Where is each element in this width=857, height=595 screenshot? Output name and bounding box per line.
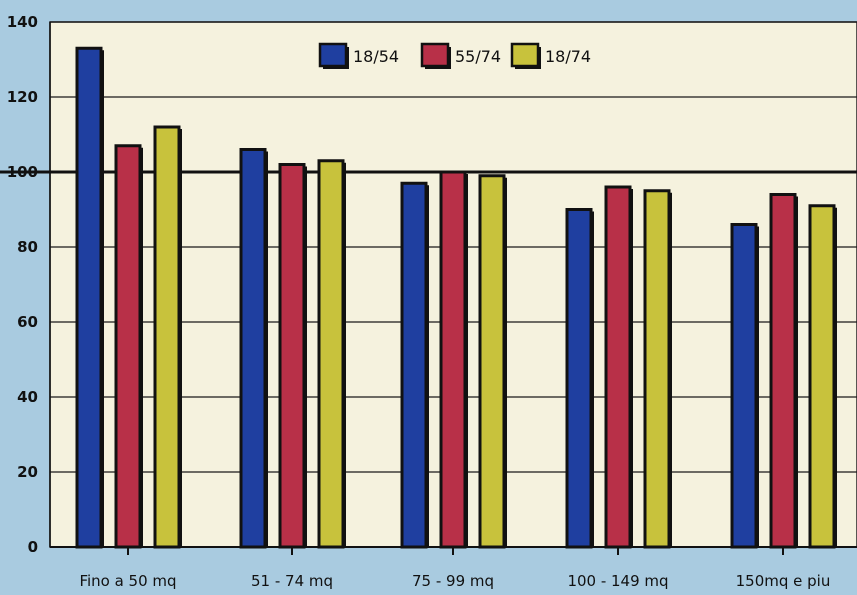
y-tick-label: 0	[28, 538, 38, 556]
bar-2-3	[439, 170, 467, 549]
y-tick-label: 120	[7, 88, 38, 106]
x-axis: Fino a 50 mq 51 - 74 mq 75 - 99 mq 100 - 14…	[79, 547, 830, 590]
x-tick-label: 150mq e piu	[736, 572, 831, 590]
bar-2-2	[278, 163, 306, 549]
y-tick-label: 140	[7, 13, 38, 31]
legend-label-3: 18/74	[545, 47, 591, 66]
y-tick-label: 20	[17, 463, 38, 481]
y-tick-label: 80	[17, 238, 38, 256]
bar-3-1	[153, 125, 181, 549]
bars	[75, 46, 837, 549]
bar-2-4	[604, 185, 632, 549]
y-tick-label: 60	[17, 313, 38, 331]
bar-3-3	[478, 174, 506, 549]
bar-2-1	[114, 144, 142, 549]
y-tick-label: 40	[17, 388, 38, 406]
bar-3-4	[643, 189, 671, 549]
bar-1-3	[400, 181, 428, 549]
bar-1-4	[565, 208, 593, 549]
bar-2-5	[769, 193, 797, 549]
y-tick-label: 100	[7, 163, 38, 181]
x-tick-label: 51 - 74 mq	[251, 572, 333, 590]
legend-swatch-3	[510, 42, 540, 68]
bar-1-1	[75, 46, 103, 549]
legend-swatch-1	[318, 42, 348, 68]
legend-label-1: 18/54	[353, 47, 399, 66]
legend: 18/54 55/74 18/74	[318, 42, 591, 69]
bar-3-5	[808, 204, 836, 549]
y-axis: 0 20 40 60 80 100 120 140	[7, 13, 38, 556]
legend-label-2: 55/74	[455, 47, 501, 66]
x-tick-label: 75 - 99 mq	[412, 572, 494, 590]
bar-1-2	[239, 148, 267, 549]
legend-swatch-2	[420, 42, 450, 68]
bar-3-2	[317, 159, 345, 549]
bar-1-5	[730, 223, 758, 549]
x-tick-label: 100 - 149 mq	[567, 572, 668, 590]
x-tick-label: Fino a 50 mq	[79, 572, 176, 590]
